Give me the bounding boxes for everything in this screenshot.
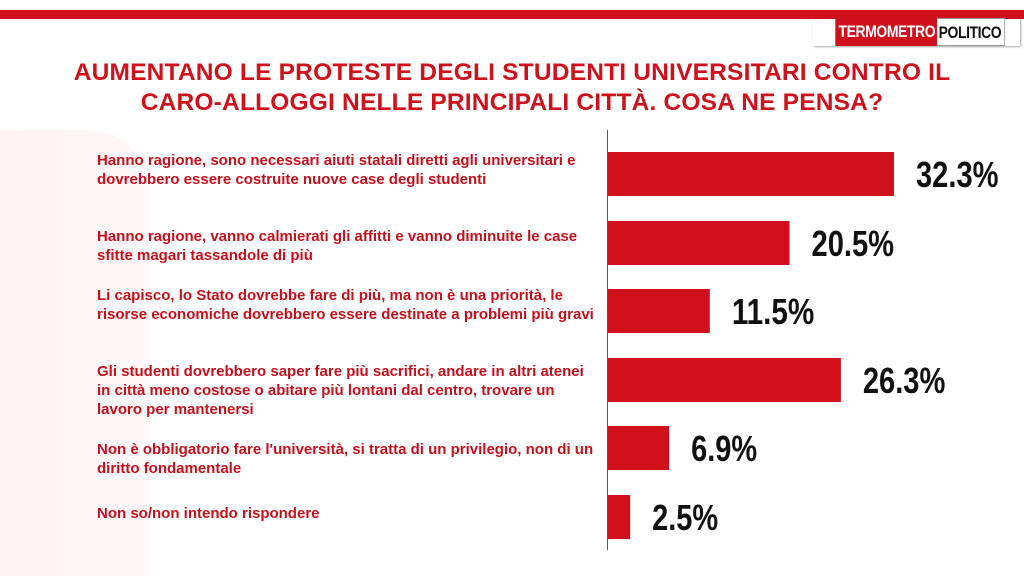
category-axis-line [607, 130, 608, 550]
bar-6 [608, 495, 631, 539]
value-label-1: 32.3% [916, 154, 999, 195]
category-label-3: Li capisco, lo Stato dovrebbe fare di pi… [97, 287, 594, 323]
bar-5 [608, 426, 670, 470]
value-label-2: 20.5% [812, 223, 895, 264]
category-label-4: Gli studenti dovrebbero saper fare più s… [97, 363, 584, 418]
category-label-1: Hanno ragione, sono necessari aiuti stat… [97, 152, 576, 188]
brand-logo-part2: POLITICO [936, 18, 1006, 46]
background-decoration [0, 130, 150, 576]
category-label-5: Non è obbligatorio fare l'università, si… [97, 441, 594, 477]
bar-1 [608, 152, 894, 196]
chart-title: AUMENTANO LE PROTESTE DEGLI STUDENTI UNI… [73, 59, 951, 116]
category-label-6: Non so/non intendo rispondere [97, 505, 320, 522]
value-label-4: 26.3% [863, 360, 946, 401]
value-label-6: 2.5% [652, 497, 718, 538]
bar-2 [608, 221, 790, 265]
value-label-3: 11.5% [732, 291, 815, 332]
bar-4 [608, 358, 841, 402]
category-label-2: Hanno ragione, vanno calmierati gli affi… [97, 228, 578, 264]
value-label-5: 6.9% [691, 428, 757, 469]
bar-3 [608, 289, 710, 333]
brand-logo-part1: TERMOMETRO [835, 18, 937, 46]
brand-logo: TERMOMETRO POLITICO [813, 18, 1020, 46]
top-accent-bar [0, 10, 1024, 19]
